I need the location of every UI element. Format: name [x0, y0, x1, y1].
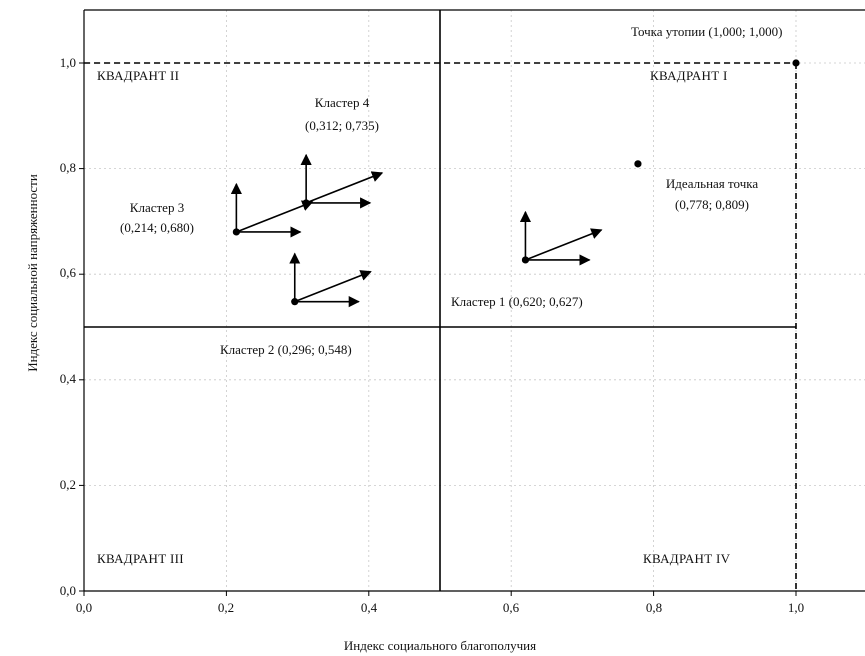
y-tick-5: 1,0 — [60, 55, 76, 70]
x-tick-5: 1,0 — [788, 600, 804, 615]
cluster-2-vector-diagonal — [294, 270, 372, 303]
y-tick-4: 0,8 — [60, 160, 76, 175]
cluster-1-vector-diagonal — [525, 228, 603, 261]
cluster-3-coords: (0,214; 0,680) — [120, 220, 194, 235]
quadrant-label-4: КВАДРАНТ IV — [643, 551, 731, 566]
cluster-2-label: Кластер 2 (0,296; 0,548) — [220, 342, 352, 357]
cluster-3-point — [232, 228, 240, 236]
cluster-2-point — [291, 298, 299, 306]
x-tick-0: 0,0 — [76, 600, 92, 615]
cluster-4-vector-diagonal — [305, 171, 384, 204]
cluster-1-point — [521, 256, 530, 264]
cluster-3-label: Кластер 3 — [130, 200, 184, 215]
quadrant-label-2: КВАДРАНТ II — [97, 68, 179, 83]
x-tick-3: 0,6 — [503, 600, 520, 615]
cluster-3-vector-diagonal — [236, 200, 314, 233]
y-tick-0: 0,0 — [60, 583, 76, 598]
cluster-4-point — [302, 199, 310, 207]
quadrant-lines — [84, 10, 797, 591]
x-axis-label: Индекс социального благополучия — [344, 638, 536, 653]
y-tick-1: 0,2 — [60, 477, 76, 492]
x-tick-1: 0,2 — [218, 600, 234, 615]
y-tick-2: 0,4 — [60, 371, 77, 386]
tick-labels: 0,0 0,2 0,4 0,6 0,8 1,0 0,0 0,2 0,4 0,6 … — [60, 55, 804, 615]
cluster-1-label: Кластер 1 (0,620; 0,627) — [451, 294, 583, 309]
quadrant-label-3: КВАДРАНТ III — [97, 551, 184, 566]
cluster-4-label: Кластер 4 — [315, 95, 370, 110]
frame-layer — [79, 9, 865, 596]
utopia-point — [792, 59, 800, 67]
data-points — [232, 59, 800, 306]
ideal-point-label: Идеальная точка — [666, 176, 759, 191]
y-tick-3: 0,6 — [60, 265, 77, 280]
y-axis-label: Индекс социальной напряженности — [25, 174, 40, 372]
cluster-vectors — [230, 153, 603, 308]
ideal-point-coords: (0,778; 0,809) — [675, 197, 749, 212]
x-tick-2: 0,4 — [361, 600, 378, 615]
utopia-point-label: Точка утопии (1,000; 1,000) — [631, 24, 782, 39]
grid-layer — [84, 10, 865, 591]
quadrant-label-1: КВАДРАНТ I — [650, 68, 728, 83]
cluster-4-coords: (0,312; 0,735) — [305, 118, 379, 133]
x-tick-4: 0,8 — [646, 600, 662, 615]
ideal-point — [634, 160, 642, 168]
